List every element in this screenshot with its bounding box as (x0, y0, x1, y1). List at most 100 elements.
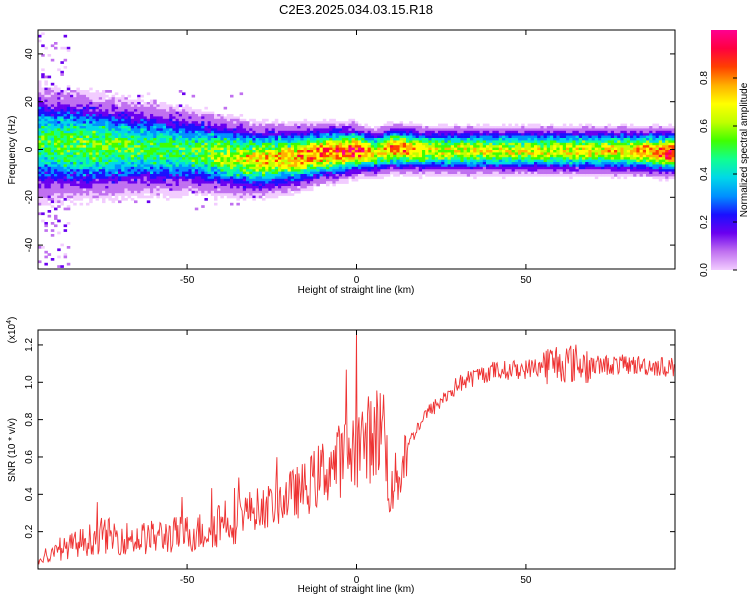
heatmap-cell (364, 159, 368, 163)
heatmap-cell (268, 135, 272, 139)
heatmap-cell (220, 169, 224, 172)
heatmap-cell (223, 147, 228, 151)
heatmap-cell (255, 157, 260, 160)
heatmap-cell (92, 104, 96, 108)
heatmap-cell (137, 133, 141, 136)
heatmap-cell (236, 157, 240, 160)
heatmap-cell (159, 154, 164, 158)
heatmap-cell (534, 123, 538, 127)
heatmap-cell (489, 126, 493, 129)
heatmap-cell (393, 147, 397, 151)
heatmap-cell (188, 121, 192, 124)
heatmap-cell (50, 229, 55, 232)
heatmap-cell (166, 150, 170, 153)
heatmap-cell (380, 145, 384, 148)
heatmap-cell (393, 171, 397, 175)
heatmap-cell (79, 150, 84, 153)
heatmap-cell (428, 164, 432, 168)
heatmap-cell (198, 166, 202, 170)
heatmap-cell (473, 171, 477, 175)
heatmap-cell (204, 150, 208, 153)
heatmap-cell (514, 138, 519, 141)
heatmap-cell (57, 188, 61, 192)
heatmap-cell (338, 166, 343, 170)
heatmap-cell (166, 135, 170, 139)
heatmap-cell (166, 109, 170, 112)
heatmap-cell (486, 128, 490, 132)
heatmap-cell (130, 157, 135, 160)
heatmap-cell (89, 183, 93, 187)
heatmap-cell (380, 128, 384, 132)
heatmap-cell (422, 150, 426, 153)
heatmap-cell (92, 99, 96, 103)
heatmap-cell (498, 128, 503, 132)
heatmap-cell (300, 123, 304, 127)
heatmap-cell (156, 195, 160, 199)
heatmap-cell (297, 178, 301, 182)
heatmap-cell (473, 176, 477, 180)
heatmap-cell (214, 142, 218, 146)
heatmap-cell (137, 154, 141, 158)
heatmap-cell (102, 99, 106, 103)
heatmap-cell (294, 181, 298, 184)
heatmap-cell (396, 147, 400, 151)
heatmap-cell (412, 145, 416, 148)
heatmap-cell (444, 171, 448, 175)
heatmap-cell (191, 162, 196, 165)
heatmap-cell (54, 224, 58, 228)
heatmap-cell (137, 130, 141, 134)
heatmap-cell (489, 147, 493, 151)
heatmap-cell (348, 176, 352, 180)
heatmap-cell (374, 147, 378, 151)
heatmap-cell (223, 171, 228, 175)
heatmap-cell (57, 123, 61, 127)
heatmap-cell (66, 222, 71, 225)
heatmap-cell (188, 157, 192, 160)
heatmap-cell (146, 195, 151, 199)
heatmap-cell (402, 157, 407, 160)
heatmap-cell (44, 130, 48, 134)
heatmap-cell (527, 128, 532, 132)
heatmap-cell (44, 140, 48, 144)
heatmap-cell (198, 190, 202, 194)
heatmap-cell (278, 133, 282, 136)
heatmap-cell (428, 157, 432, 160)
heatmap-cell (342, 166, 346, 170)
heatmap-cell (502, 140, 506, 144)
heatmap-cell (367, 145, 372, 148)
heatmap-cell (290, 147, 295, 151)
heatmap-cell (66, 162, 71, 165)
heatmap-cell (201, 174, 205, 177)
heatmap-cell (482, 169, 487, 172)
heatmap-cell (482, 126, 487, 129)
heatmap-cell (502, 164, 506, 168)
heatmap-cell (239, 130, 244, 134)
heatmap-cell (374, 142, 378, 146)
heatmap-cell (246, 157, 250, 160)
heatmap-cell (242, 188, 247, 192)
heatmap-cell (370, 157, 375, 160)
heatmap-cell (338, 169, 343, 172)
heatmap-cell (438, 169, 442, 172)
heatmap-cell (118, 135, 122, 139)
heatmap-cell (98, 171, 103, 175)
heatmap-cell (63, 198, 68, 201)
heatmap-cell (44, 174, 48, 177)
heatmap-cell (121, 195, 125, 199)
heatmap-cell (44, 250, 48, 254)
heatmap-cell (134, 138, 138, 141)
heatmap-cell (338, 178, 343, 182)
heatmap-cell (102, 166, 106, 170)
heatmap-cell (169, 186, 173, 189)
heatmap-cell (422, 171, 426, 175)
heatmap-cell (73, 104, 77, 108)
heatmap-cell (364, 157, 368, 160)
heatmap-cell (319, 121, 324, 124)
heatmap-cell (57, 133, 61, 136)
heatmap-cell (236, 152, 240, 156)
heatmap-cell (172, 181, 176, 184)
heatmap-cell (466, 157, 471, 160)
heatmap-cell (342, 140, 346, 144)
heatmap-cell (111, 145, 116, 148)
heatmap-cell (105, 150, 109, 153)
